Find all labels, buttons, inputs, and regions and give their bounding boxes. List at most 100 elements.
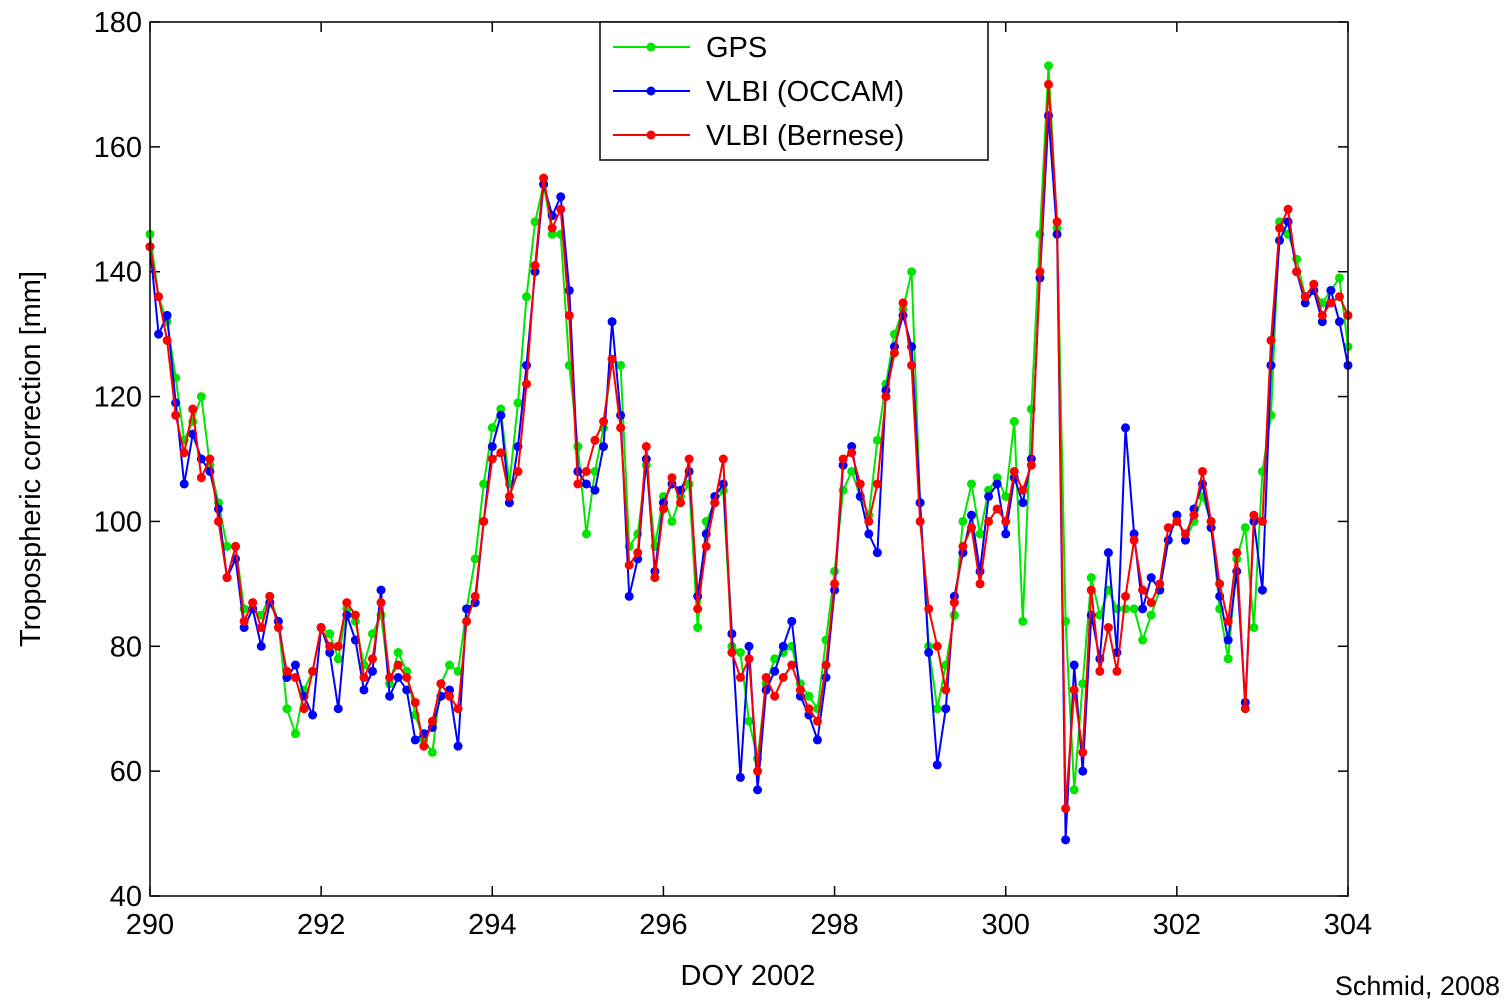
x-tick-label: 294 <box>468 909 516 941</box>
x-axis-label: DOY 2002 <box>681 960 816 992</box>
data-point <box>1078 679 1088 689</box>
data-point <box>907 267 917 277</box>
data-point <box>1018 498 1028 508</box>
data-point <box>581 479 591 489</box>
data-point <box>171 398 181 408</box>
data-point <box>231 541 241 551</box>
data-point <box>599 417 609 427</box>
data-point <box>1069 685 1079 695</box>
data-point <box>941 685 951 695</box>
data-point <box>1129 535 1139 545</box>
data-point <box>1138 635 1148 645</box>
data-point <box>487 442 497 452</box>
x-tick-label: 298 <box>810 909 858 941</box>
data-point <box>1078 766 1088 776</box>
y-tick-label: 100 <box>94 506 142 538</box>
data-point <box>453 741 463 751</box>
data-point <box>590 485 600 495</box>
data-point <box>522 360 532 370</box>
data-point <box>992 473 1002 483</box>
data-point <box>693 604 703 614</box>
data-point <box>1300 292 1310 302</box>
data-point <box>333 654 343 664</box>
data-point <box>1240 704 1250 714</box>
data-point <box>693 623 703 633</box>
data-point <box>1266 360 1276 370</box>
data-point <box>539 173 549 183</box>
data-point <box>778 673 788 682</box>
data-point <box>530 217 540 227</box>
data-point <box>547 229 557 239</box>
data-point <box>1044 61 1053 71</box>
data-point <box>436 679 446 689</box>
data-point <box>1215 579 1225 589</box>
legend-marker <box>646 42 656 52</box>
data-point <box>932 641 942 651</box>
x-tick-label: 304 <box>1324 909 1372 941</box>
data-point <box>350 610 360 620</box>
data-point <box>1172 510 1182 520</box>
data-point <box>462 616 472 626</box>
data-point <box>821 660 831 670</box>
data-point <box>556 204 566 214</box>
data-point <box>359 673 369 682</box>
legend: GPS VLBI (OCCAM) VLBI (Bernese) <box>599 21 989 161</box>
data-point <box>1334 273 1344 283</box>
data-point <box>958 541 968 551</box>
data-point <box>1146 573 1156 583</box>
data-point <box>248 598 258 608</box>
data-point <box>385 691 395 701</box>
data-point <box>787 660 797 670</box>
data-point <box>915 516 925 526</box>
data-point <box>1317 310 1327 320</box>
data-point <box>1146 610 1156 620</box>
data-point <box>992 479 1002 489</box>
data-point <box>1275 223 1285 233</box>
data-point <box>359 685 369 695</box>
data-point <box>1112 666 1122 676</box>
legend-marker <box>646 86 656 96</box>
data-point <box>1249 623 1259 633</box>
data-point <box>924 648 934 658</box>
data-point <box>1240 523 1250 533</box>
data-point <box>445 660 454 670</box>
data-point <box>556 192 566 202</box>
data-point <box>496 448 506 458</box>
data-point <box>496 410 506 420</box>
data-point <box>966 479 976 489</box>
data-point <box>984 491 994 501</box>
data-point <box>367 666 377 676</box>
y-tick-label: 80 <box>110 631 142 663</box>
data-point <box>915 498 925 508</box>
data-point <box>624 591 634 601</box>
data-point <box>1103 623 1113 633</box>
data-point <box>479 516 489 526</box>
data-point <box>864 516 874 526</box>
data-point <box>744 641 754 651</box>
data-point <box>470 554 480 564</box>
data-point <box>1086 573 1096 583</box>
data-point <box>1078 747 1088 757</box>
data-point <box>290 660 300 670</box>
data-point <box>1095 610 1105 620</box>
data-point <box>487 454 497 464</box>
data-point <box>1334 292 1344 302</box>
data-point <box>1180 535 1190 545</box>
data-point <box>1069 785 1079 795</box>
data-point <box>667 473 677 483</box>
data-point <box>1326 285 1336 295</box>
data-point <box>1223 654 1233 664</box>
data-point <box>1223 616 1233 626</box>
data-point <box>872 548 882 558</box>
series <box>145 111 1353 845</box>
data-point <box>1061 835 1071 845</box>
data-point <box>847 442 857 452</box>
data-point <box>1266 335 1276 345</box>
data-point <box>1283 204 1293 214</box>
data-point <box>402 685 412 695</box>
data-point <box>290 673 300 682</box>
data-point <box>222 573 232 583</box>
data-point <box>650 573 660 583</box>
data-point <box>864 529 874 539</box>
data-point <box>753 766 763 776</box>
